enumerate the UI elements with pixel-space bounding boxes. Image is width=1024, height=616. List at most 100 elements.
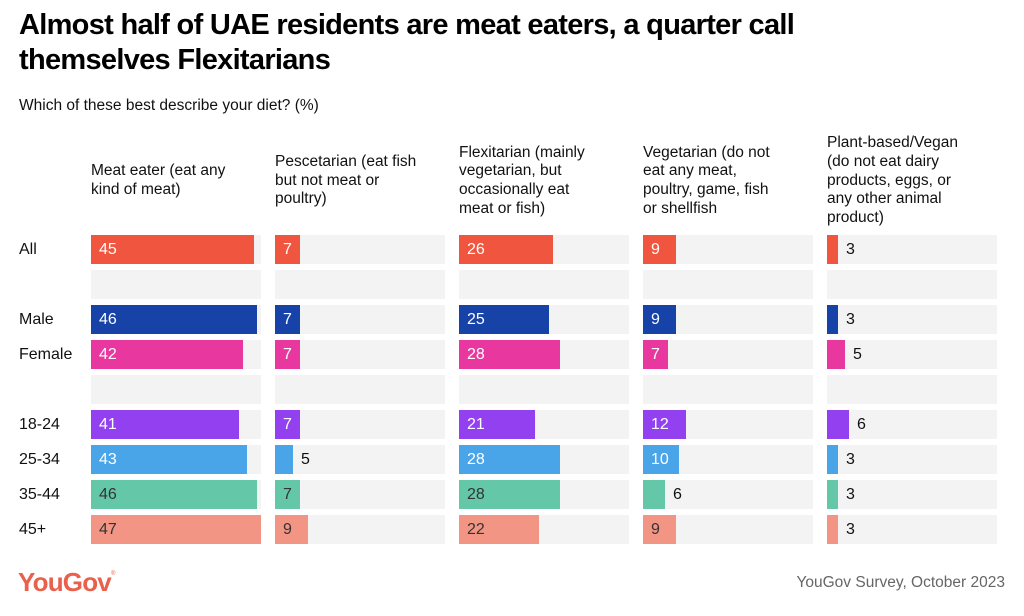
bar-track: 5: [275, 445, 445, 474]
bar: [459, 305, 549, 334]
bar: [275, 340, 300, 369]
data-label: 7: [283, 311, 292, 328]
bar: [91, 305, 257, 334]
bar: [275, 410, 300, 439]
bar: [275, 480, 300, 509]
data-label: 26: [467, 241, 485, 258]
data-label: 41: [99, 416, 117, 433]
data-label: 12: [651, 416, 669, 433]
data-label: 47: [99, 521, 117, 538]
bar-track: 28: [459, 340, 629, 369]
bar: [643, 480, 665, 509]
bar-track: 26: [459, 235, 629, 264]
chart-title: Almost half of UAE residents are meat ea…: [19, 9, 795, 76]
data-label: 46: [99, 486, 117, 503]
bar-track: 7: [275, 340, 445, 369]
bar: [827, 410, 849, 439]
bar-track: 3: [827, 445, 997, 474]
spacer-track: [275, 375, 445, 404]
chart-subtitle: Which of these best describe your diet? …: [19, 97, 319, 114]
bar: [91, 410, 239, 439]
data-label: 21: [467, 416, 485, 433]
bar-track: 7: [643, 340, 813, 369]
data-label: 3: [846, 311, 855, 328]
bar-track: 46: [91, 305, 261, 334]
bar-track: 7: [275, 235, 445, 264]
data-label: 9: [651, 241, 660, 258]
bar-track: 43: [91, 445, 261, 474]
bar: [275, 305, 300, 334]
data-label: 5: [301, 451, 310, 468]
bar: [827, 445, 838, 474]
bar-track: 5: [827, 340, 997, 369]
data-label: 25: [467, 311, 485, 328]
spacer-track: [275, 270, 445, 299]
bar-track: 9: [643, 235, 813, 264]
spacer-track: [91, 270, 261, 299]
bar: [459, 515, 539, 544]
data-label: 3: [846, 486, 855, 503]
data-label: 3: [846, 241, 855, 258]
bar-track: 41: [91, 410, 261, 439]
data-label: 7: [651, 346, 660, 363]
spacer-track: [827, 270, 997, 299]
registered-mark: ®: [110, 571, 115, 577]
bar: [91, 235, 254, 264]
bar-track: 47: [91, 515, 261, 544]
bar: [643, 305, 676, 334]
data-label: 28: [467, 486, 485, 503]
bar: [91, 480, 257, 509]
row-label: All: [19, 241, 37, 258]
bar: [91, 445, 247, 474]
bar: [459, 340, 560, 369]
bar: [643, 340, 668, 369]
bar-track: 9: [643, 515, 813, 544]
bar-track: 46: [91, 480, 261, 509]
spacer-track: [91, 375, 261, 404]
bar: [643, 445, 679, 474]
bar-track: 42: [91, 340, 261, 369]
column-header-flexitarian: Flexitarian (mainly vegetarian, but occa…: [459, 143, 585, 217]
data-label: 10: [651, 451, 669, 468]
data-label: 28: [467, 346, 485, 363]
spacer-track: [643, 270, 813, 299]
bar-track: 3: [827, 480, 997, 509]
bar: [459, 235, 553, 264]
data-label: 9: [651, 311, 660, 328]
row-label: 25-34: [19, 451, 60, 468]
data-label: 45: [99, 241, 117, 258]
spacer-track: [827, 375, 997, 404]
data-label: 7: [283, 486, 292, 503]
bar: [275, 515, 308, 544]
spacer-track: [459, 375, 629, 404]
bar: [827, 480, 838, 509]
bar-track: 12: [643, 410, 813, 439]
column-header-meat-eater: Meat eater (eat any kind of meat): [91, 162, 226, 198]
data-label: 42: [99, 346, 117, 363]
bar-track: 3: [827, 515, 997, 544]
source-note: YouGov Survey, October 2023: [796, 574, 1005, 591]
bar: [275, 445, 293, 474]
spacer-track: [643, 375, 813, 404]
bar-track: 22: [459, 515, 629, 544]
row-label: 35-44: [19, 486, 60, 503]
bar: [459, 445, 560, 474]
column-header-pescetarian: Pescetarian (eat fish but not meat or po…: [275, 152, 417, 208]
bar: [275, 235, 300, 264]
data-label: 7: [283, 416, 292, 433]
row-label: 45+: [19, 521, 47, 538]
data-label: 28: [467, 451, 485, 468]
data-label: 9: [283, 521, 292, 538]
row-label: Male: [19, 311, 54, 328]
bar-track: 21: [459, 410, 629, 439]
bar-track: 3: [827, 235, 997, 264]
bar-track: 6: [643, 480, 813, 509]
bar: [643, 515, 676, 544]
bar-track: 9: [275, 515, 445, 544]
bar: [827, 305, 838, 334]
spacer-track: [459, 270, 629, 299]
data-label: 22: [467, 521, 485, 538]
bar: [643, 410, 686, 439]
bar-track: 28: [459, 445, 629, 474]
data-label: 46: [99, 311, 117, 328]
